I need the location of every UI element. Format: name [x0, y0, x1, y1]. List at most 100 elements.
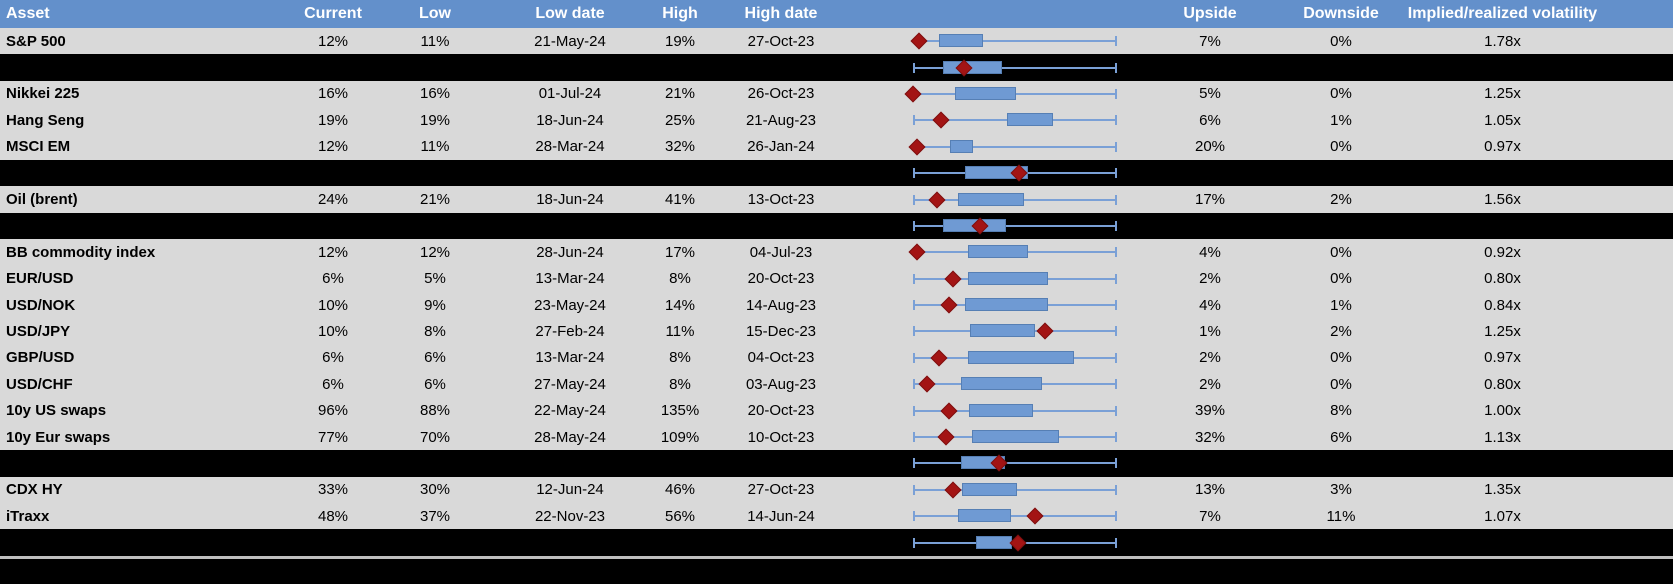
asset-name-cell: USD/NOK — [6, 296, 76, 314]
high-date-cell: 13-Oct-23 — [747, 191, 815, 209]
current-level-diamond-icon — [1009, 534, 1027, 552]
implied-realized-cell: 1.00x — [1484, 402, 1521, 420]
whisker-left-tick — [913, 405, 915, 416]
range-boxplot-cell — [856, 477, 1128, 503]
table-row: Nikkei 225 16% 16% 01-Jul-24 21% 26-Oct-23 5% 0… — [0, 80, 1673, 108]
high-cell: 109% — [660, 428, 700, 446]
range-boxplot-cell — [856, 292, 1128, 318]
table-body: S&P 500 12% 11% 21-May-24 19% 27-Oct-23 7% 0% 1.… — [0, 28, 1673, 556]
low-date-cell: 27-Feb-24 — [535, 322, 605, 340]
table-row: Oil (brent) 24% 21% 18-Jun-24 41% 13-Oct-23 17… — [0, 186, 1673, 213]
high-date-cell: 26-Jan-24 — [747, 138, 815, 156]
implied-realized-cell: 1.56x — [1484, 191, 1521, 209]
separator-row — [0, 212, 1673, 240]
whisker-right-tick — [1115, 62, 1117, 73]
whisker-right-tick — [1115, 300, 1117, 311]
range-boxplot-cell — [856, 424, 1128, 450]
high-cell: 8% — [669, 270, 691, 288]
low-date-cell: 23-May-24 — [534, 296, 606, 314]
upside-cell: 13% — [1194, 481, 1226, 499]
low-cell: 6% — [424, 375, 446, 393]
whisker-left-tick — [913, 379, 915, 390]
implied-realized-cell: 0.92x — [1484, 243, 1521, 261]
low-cell: 5% — [424, 270, 446, 288]
whisker-line — [913, 145, 1117, 148]
high-cell: 17% — [664, 243, 696, 261]
implied-realized-cell: 1.25x — [1484, 322, 1521, 340]
boxplot-track — [913, 54, 1117, 80]
boxplot-track — [913, 477, 1117, 503]
whisker-left-tick — [913, 326, 915, 337]
current-cell: 12% — [317, 243, 349, 261]
asset-name-cell: S&P 500 — [6, 32, 66, 50]
column-header-upside: Upside — [1183, 5, 1237, 22]
current-level-diamond-icon — [944, 481, 962, 499]
asset-name-cell: USD/CHF — [6, 375, 73, 393]
downside-cell: 1% — [1330, 111, 1352, 129]
implied-realized-cell: 1.78x — [1484, 32, 1521, 50]
range-boxplot-cell — [856, 81, 1128, 107]
range-boxplot-cell — [856, 239, 1128, 265]
low-cell: 16% — [419, 85, 451, 103]
iqr-box — [961, 482, 1018, 496]
downside-cell: 0% — [1330, 270, 1352, 288]
range-boxplot-cell — [856, 54, 1128, 80]
table-row: EUR/USD 6% 5% 13-Mar-24 8% 20-Oct-23 2% 0% 0.80x — [0, 265, 1673, 292]
table-row: S&P 500 12% 11% 21-May-24 19% 27-Oct-23 7% 0% 1.… — [0, 28, 1673, 55]
upside-cell: 17% — [1194, 191, 1226, 209]
boxplot-track — [913, 160, 1117, 186]
low-cell: 88% — [419, 402, 451, 420]
range-boxplot-cell — [856, 371, 1128, 397]
table-row: USD/JPY 10% 8% 27-Feb-24 11% 15-Dec-23 1% 2% 1.2… — [0, 318, 1673, 345]
whisker-right-tick — [1115, 537, 1117, 548]
upside-cell: 6% — [1199, 111, 1221, 129]
column-header-high-date: High date — [744, 5, 818, 22]
downside-cell: 0% — [1330, 32, 1352, 50]
low-cell: 12% — [419, 243, 451, 261]
current-cell: 48% — [317, 507, 349, 525]
downside-cell: 0% — [1330, 349, 1352, 367]
table-row: Hang Seng 19% 19% 18-Jun-24 25% 21-Aug-23 6% 1%… — [0, 107, 1673, 134]
high-date-cell: 27-Oct-23 — [747, 481, 815, 499]
whisker-left-tick — [913, 62, 915, 73]
current-cell: 24% — [317, 191, 349, 209]
iqr-box — [968, 245, 1029, 259]
whisker-right-tick — [1115, 88, 1117, 99]
whisker-line — [913, 66, 1117, 69]
high-date-cell: 04-Oct-23 — [747, 349, 815, 367]
low-cell: 21% — [419, 191, 451, 209]
downside-cell: 0% — [1330, 138, 1352, 156]
low-cell: 70% — [419, 428, 451, 446]
current-cell: 12% — [317, 138, 349, 156]
whisker-left-tick — [913, 300, 915, 311]
high-date-cell: 21-Aug-23 — [745, 111, 817, 129]
high-date-cell: 15-Dec-23 — [745, 322, 817, 340]
whisker-left-tick — [913, 458, 915, 469]
low-cell: 6% — [424, 349, 446, 367]
boxplot-track — [913, 397, 1117, 423]
iqr-box — [960, 377, 1042, 391]
upside-cell: 2% — [1199, 349, 1221, 367]
iqr-box — [969, 403, 1033, 417]
asset-name-cell: Oil (brent) — [6, 191, 78, 209]
range-boxplot-cell — [856, 107, 1128, 133]
current-level-diamond-icon — [944, 270, 962, 288]
boxplot-track — [913, 107, 1117, 133]
current-level-diamond-icon — [932, 111, 950, 129]
boxplot-track — [913, 424, 1117, 450]
low-date-cell: 28-Jun-24 — [536, 243, 604, 261]
table-row: MSCI EM 12% 11% 28-Mar-24 32% 26-Jan-24 20% 0% 0… — [0, 133, 1673, 160]
high-date-cell: 27-Oct-23 — [747, 32, 815, 50]
implied-realized-cell: 0.97x — [1484, 138, 1521, 156]
downside-cell: 6% — [1330, 428, 1352, 446]
high-date-cell: 03-Aug-23 — [745, 375, 817, 393]
low-date-cell: 18-Jun-24 — [536, 111, 604, 129]
iqr-box — [958, 192, 1024, 206]
asset-name-cell: Hang Seng — [6, 111, 85, 129]
asset-name-cell: USD/JPY — [6, 322, 71, 340]
implied-realized-cell: 1.05x — [1484, 111, 1521, 129]
current-level-diamond-icon — [918, 375, 936, 393]
downside-cell: 8% — [1330, 402, 1352, 420]
boxplot-track — [913, 503, 1117, 529]
low-date-cell: 21-May-24 — [534, 32, 606, 50]
